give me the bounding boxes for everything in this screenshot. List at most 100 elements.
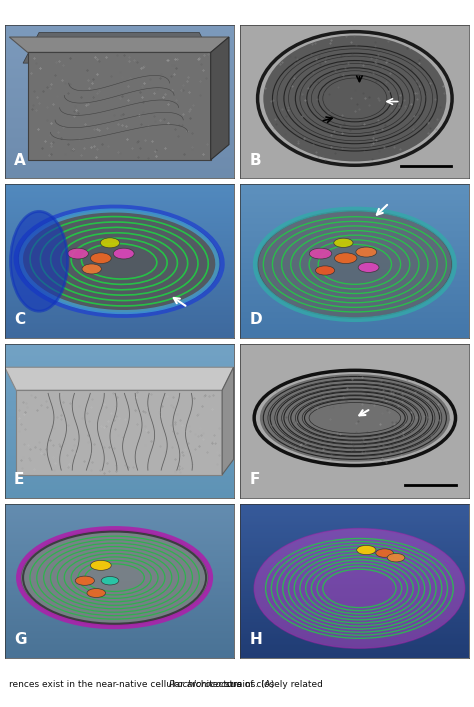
Bar [5, 141, 234, 143]
Bar [240, 584, 469, 585]
Bar [5, 407, 234, 409]
Bar [5, 352, 234, 354]
Bar [240, 276, 469, 278]
Bar [240, 656, 469, 658]
Bar [240, 639, 469, 641]
Bar [240, 573, 469, 575]
Bar [5, 60, 234, 62]
Ellipse shape [137, 0, 474, 245]
Bar [5, 144, 234, 146]
Bar [240, 636, 469, 638]
Ellipse shape [254, 529, 465, 648]
Bar [5, 218, 234, 220]
Bar [5, 220, 234, 221]
Bar [240, 263, 469, 264]
Ellipse shape [113, 248, 134, 259]
Bar [5, 372, 234, 373]
Bar [5, 367, 234, 369]
Bar [5, 240, 234, 241]
Bar [240, 269, 469, 271]
Bar [5, 185, 234, 186]
Ellipse shape [82, 264, 101, 274]
Bar [5, 135, 234, 137]
Bar [5, 580, 234, 583]
Bar [240, 332, 469, 334]
Text: rences exist in the near-native cellular architecture of closely related: rences exist in the near-native cellular… [9, 680, 326, 689]
Bar [5, 409, 234, 410]
Bar [240, 291, 469, 292]
Bar [5, 373, 234, 375]
Bar [5, 604, 234, 605]
Text: G: G [14, 632, 27, 647]
Bar [5, 243, 234, 245]
Bar [5, 489, 234, 490]
Bar [5, 325, 234, 326]
Bar [240, 655, 469, 656]
Bar [240, 607, 469, 608]
Bar [240, 321, 469, 322]
Bar [5, 461, 234, 462]
Bar [5, 369, 234, 370]
Bar [5, 486, 234, 487]
Bar [240, 200, 469, 201]
Bar [5, 306, 234, 308]
Bar [240, 538, 469, 539]
Bar [5, 52, 234, 54]
Ellipse shape [257, 211, 452, 318]
Bar [240, 518, 469, 519]
Bar [5, 395, 234, 397]
Bar [5, 522, 234, 524]
Bar [5, 156, 234, 157]
Polygon shape [9, 37, 229, 52]
Bar [5, 596, 234, 597]
Bar [5, 515, 234, 516]
Bar [240, 214, 469, 215]
Bar [240, 335, 469, 337]
Bar [5, 189, 234, 191]
Bar [5, 274, 234, 275]
Bar [5, 252, 234, 254]
Bar [240, 522, 469, 524]
Bar [5, 634, 234, 636]
Bar [5, 263, 234, 264]
Bar [5, 441, 234, 443]
Bar [240, 272, 469, 274]
Bar [240, 292, 469, 293]
Bar [5, 158, 234, 160]
Bar [5, 470, 234, 472]
Bar [5, 614, 234, 616]
Bar [5, 300, 234, 301]
Bar [240, 651, 469, 653]
Bar [240, 541, 469, 542]
Bar [240, 250, 469, 252]
Bar [240, 203, 469, 204]
Bar [240, 568, 469, 570]
Bar [240, 215, 469, 217]
Ellipse shape [100, 238, 119, 248]
Bar [5, 467, 234, 469]
Bar [5, 656, 234, 658]
Bar [5, 204, 234, 206]
Bar [240, 221, 469, 223]
Ellipse shape [310, 248, 332, 259]
Bar [240, 320, 469, 321]
Bar [5, 48, 234, 49]
Bar [5, 550, 234, 551]
Bar [5, 647, 234, 648]
Bar [240, 223, 469, 224]
Bar [5, 315, 234, 317]
Bar [5, 570, 234, 571]
Bar [240, 619, 469, 621]
Bar [5, 588, 234, 590]
Bar [5, 131, 234, 132]
Bar [5, 168, 234, 169]
Bar [5, 512, 234, 513]
Bar [5, 444, 234, 445]
Bar [5, 364, 234, 366]
Bar [240, 638, 469, 639]
Bar [5, 477, 234, 478]
Ellipse shape [18, 209, 219, 314]
Bar [5, 83, 234, 85]
Bar [5, 378, 234, 380]
Bar [240, 204, 469, 206]
